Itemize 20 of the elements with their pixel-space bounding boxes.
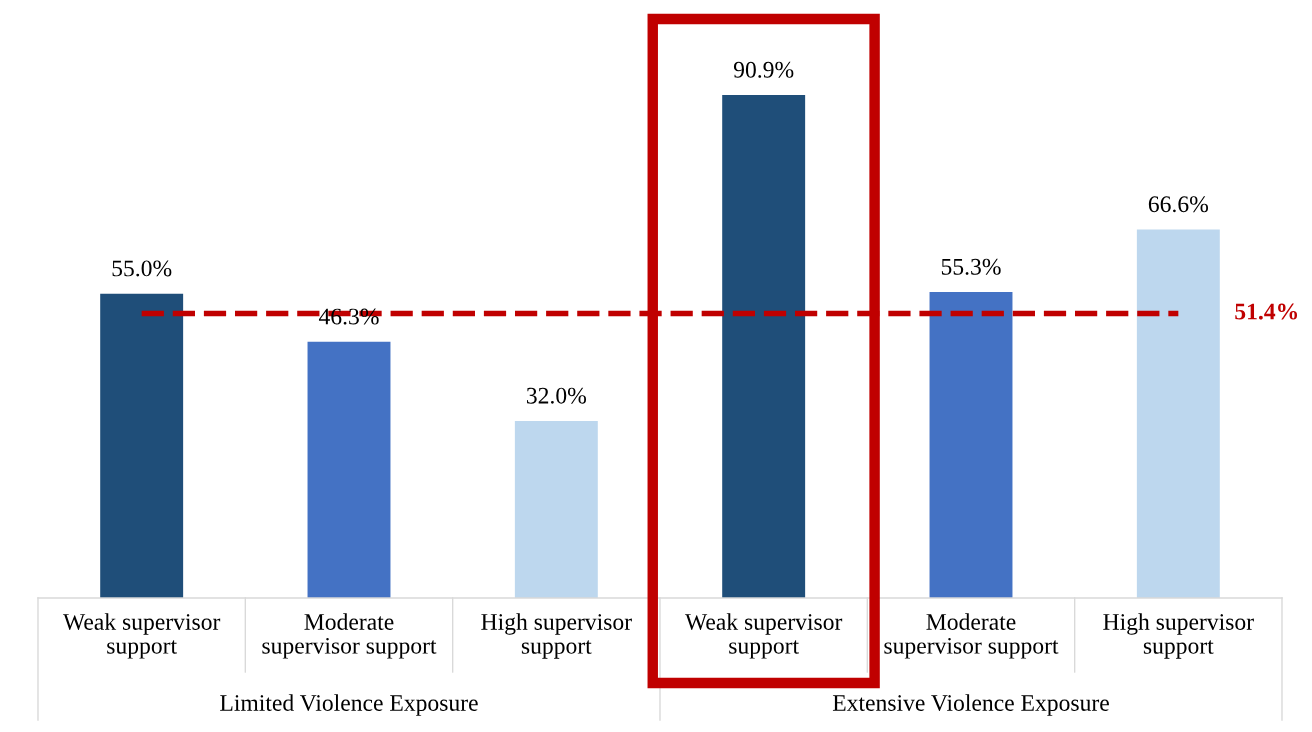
bar (514, 420, 598, 598)
x-tick-label: Moderate supervisor support (262, 613, 437, 659)
x-tick-label: High supervisor support (1103, 613, 1254, 659)
bar (722, 95, 806, 598)
data-label: 32.0% (526, 387, 587, 404)
text: Limited Violence Exposure (220, 694, 478, 716)
bar (1136, 229, 1220, 598)
x-tick-label: Weak supervisor support (62, 613, 221, 659)
data-label: 55.0% (112, 260, 172, 277)
bar (307, 341, 391, 598)
bar (929, 291, 1013, 598)
data-label: 55.3% (941, 258, 1001, 275)
data-label: 66.6% (1148, 196, 1209, 213)
x-tick-label: High supervisor support (481, 613, 632, 659)
bar (100, 293, 184, 598)
data-label: 90.9% (733, 61, 794, 78)
x-tick-label: Weak supervisor support (684, 613, 843, 659)
ref-line-label: 51.4% (1235, 303, 1298, 320)
x-tick-label: Moderate supervisor support (884, 613, 1059, 659)
text: Extensive Violence Exposure (832, 694, 1109, 716)
